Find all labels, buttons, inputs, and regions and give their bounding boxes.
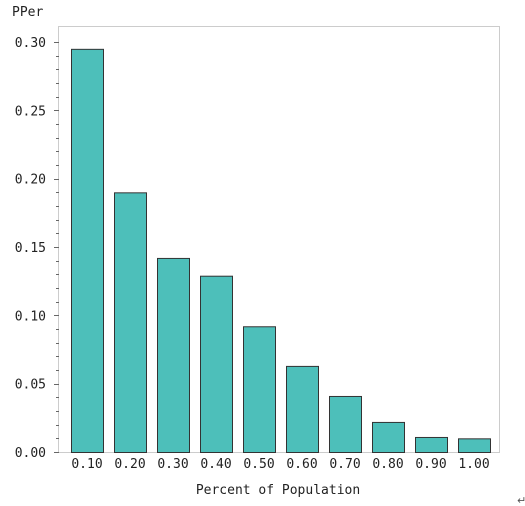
bar <box>415 436 448 454</box>
bar <box>114 192 147 453</box>
x-tick-label: 0.50 <box>243 457 274 472</box>
bar <box>286 365 319 453</box>
x-axis-tick-labels: 0.10 0.20 0.30 0.40 0.50 0.60 0.70 0.80 0.90 1.00 <box>71 457 489 472</box>
y-tick-label: 0.20 <box>15 173 46 188</box>
x-axis-title: Percent of Population <box>196 483 360 498</box>
x-tick-label: 0.90 <box>415 457 446 472</box>
bar <box>372 421 405 453</box>
y-tick-label: 0.00 <box>15 446 46 461</box>
plot-frame <box>58 26 500 453</box>
return-mark-glyph: ↵ <box>517 494 525 506</box>
x-tick-label: 0.10 <box>71 457 102 472</box>
x-tick-label: 0.80 <box>372 457 403 472</box>
y-tick-label: 0.25 <box>15 104 46 119</box>
x-tick-label: 1.00 <box>458 457 489 472</box>
x-tick-label: 0.20 <box>114 457 145 472</box>
x-tick-label: 0.30 <box>157 457 188 472</box>
bar <box>157 257 190 453</box>
y-tick-label: 0.10 <box>15 309 46 324</box>
bar <box>71 48 104 453</box>
x-tick-label: 0.60 <box>286 457 317 472</box>
y-tick-label: 0.30 <box>15 36 46 51</box>
y-tick-label: 0.05 <box>15 378 46 393</box>
x-tick-label: 0.40 <box>200 457 231 472</box>
y-axis-ticks <box>54 42 59 453</box>
bar <box>200 275 233 454</box>
bar <box>243 326 276 453</box>
x-tick-label: 0.70 <box>329 457 360 472</box>
y-tick-label: 0.15 <box>15 241 46 256</box>
y-axis-title: PPer <box>12 5 43 20</box>
bar <box>329 395 362 454</box>
y-axis-tick-labels: 0.00 0.05 0.10 0.15 0.20 0.25 0.30 <box>15 36 46 461</box>
bars <box>71 48 491 454</box>
bar <box>458 438 491 454</box>
